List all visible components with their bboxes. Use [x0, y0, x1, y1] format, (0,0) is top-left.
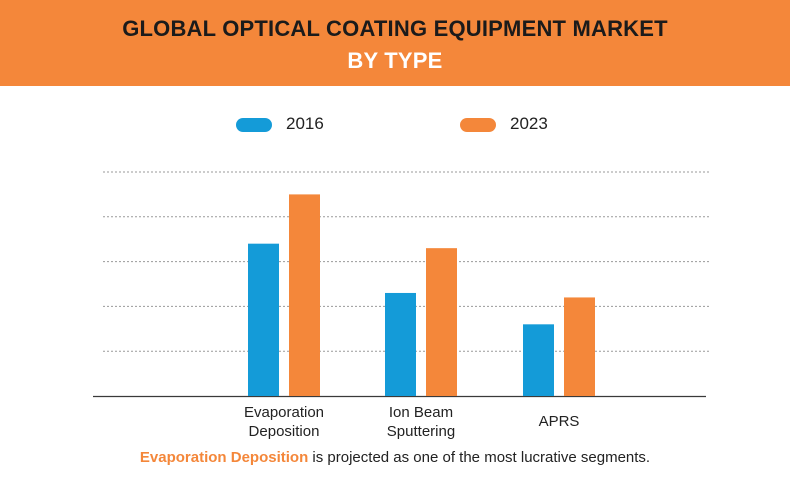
footnote-highlight: Evaporation Deposition [139, 449, 309, 466]
category-label-evaporation-deposition: Evaporation Deposition [209, 403, 359, 441]
category-label-line: APRS [538, 413, 580, 430]
category-label-aprs: APRS [484, 412, 634, 431]
footnote-text: is projected as one of the most lucrativ… [308, 449, 651, 466]
bar-2023-evaporation-deposition [289, 194, 320, 396]
bar-2023-aprs [564, 297, 595, 396]
legend-label-2023: 2023 [510, 114, 548, 133]
category-label-ion-beam-sputtering: Ion Beam Sputtering [346, 403, 496, 441]
chart-subtitle: BY TYPE [347, 48, 443, 73]
category-label-line: Deposition [248, 423, 320, 440]
category-label-line: Sputtering [386, 423, 456, 440]
legend-label-2016: 2016 [286, 114, 324, 133]
category-label-line: Ion Beam [388, 404, 454, 421]
bar-2016-aprs [523, 324, 554, 396]
bar-2016-ion-beam-sputtering [385, 292, 416, 396]
bar-2023-ion-beam-sputtering [426, 248, 457, 396]
title-banner: GLOBAL OPTICAL COATING EQUIPMENT MARKET … [0, 0, 790, 86]
legend-swatch-2023 [460, 118, 496, 132]
footnote: Evaporation Deposition is projected as o… [0, 449, 790, 466]
chart-title: GLOBAL OPTICAL COATING EQUIPMENT MARKET [122, 16, 668, 41]
legend-swatch-2016 [236, 118, 272, 132]
category-label-line: Evaporation [243, 404, 325, 421]
bar-2016-evaporation-deposition [248, 243, 279, 396]
